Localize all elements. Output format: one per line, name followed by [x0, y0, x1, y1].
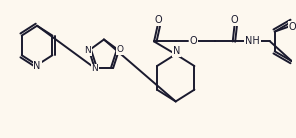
Text: N: N	[85, 46, 91, 55]
Text: O: O	[154, 15, 162, 25]
Text: N: N	[173, 46, 180, 56]
Text: O: O	[189, 36, 197, 47]
Text: O: O	[116, 45, 123, 54]
Text: O: O	[289, 22, 296, 32]
Text: N: N	[91, 64, 98, 73]
Text: O: O	[231, 15, 239, 25]
Text: NH: NH	[245, 36, 260, 47]
Text: N: N	[33, 61, 41, 71]
